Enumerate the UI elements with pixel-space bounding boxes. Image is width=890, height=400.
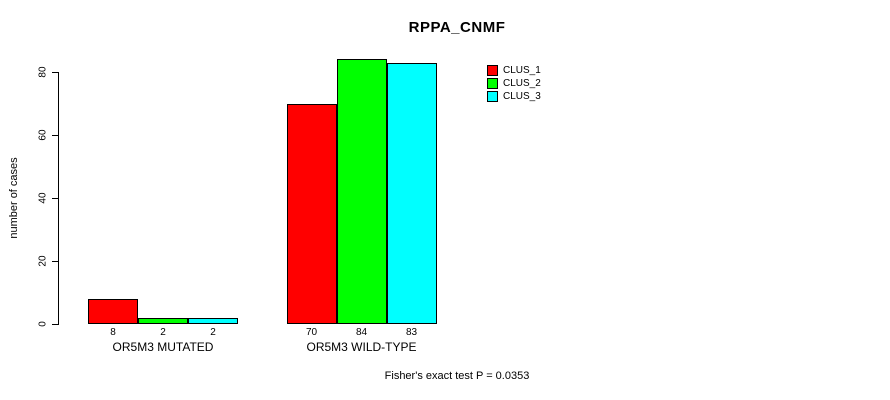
bar-value-label: 8 (110, 327, 116, 338)
chart-title: RPPA_CNMF (408, 19, 506, 36)
y-tick-label: 60 (37, 129, 49, 141)
legend-swatch-icon (487, 77, 498, 89)
bar-value-label: 84 (355, 327, 368, 338)
y-tick (52, 72, 58, 73)
bar-clus_2-2 (336, 59, 387, 324)
legend-label: CLUS_2 (503, 77, 541, 89)
y-tick (52, 198, 58, 199)
bar-value-label: 2 (160, 327, 166, 338)
legend: CLUS_1 CLUS_2 CLUS_3 (487, 64, 541, 103)
y-tick (52, 135, 58, 136)
bar-clus_3-1 (188, 317, 238, 324)
y-axis-line (58, 72, 59, 325)
annotation-text: Fisher's exact test P = 0.0353 (384, 370, 530, 382)
group-label: OR5M3 MUTATED (112, 340, 214, 354)
bar-clus_1-2 (286, 103, 337, 324)
bar-value-label: 83 (405, 327, 418, 338)
y-tick-label: 80 (37, 66, 49, 78)
legend-label: CLUS_1 (503, 64, 541, 76)
legend-label: CLUS_3 (503, 90, 541, 102)
legend-item-clus_1: CLUS_1 (487, 64, 541, 76)
bar-value-label: 2 (210, 327, 216, 338)
y-tick-label: 20 (37, 255, 49, 267)
legend-swatch-icon (487, 64, 498, 76)
bar-value-label: 70 (305, 327, 318, 338)
y-tick (52, 261, 58, 262)
legend-swatch-icon (487, 90, 498, 102)
group-label: OR5M3 WILD-TYPE (306, 340, 417, 354)
bar-clus_2-1 (138, 317, 188, 324)
y-tick (52, 324, 58, 325)
y-axis-label: number of cases (8, 157, 20, 239)
legend-item-clus_3: CLUS_3 (487, 90, 541, 102)
bar-clus_3-2 (386, 62, 437, 324)
bar-clus_1-1 (88, 298, 138, 324)
legend-item-clus_2: CLUS_2 (487, 77, 541, 89)
y-tick-label: 40 (37, 192, 49, 204)
y-tick-label: 0 (37, 321, 49, 327)
